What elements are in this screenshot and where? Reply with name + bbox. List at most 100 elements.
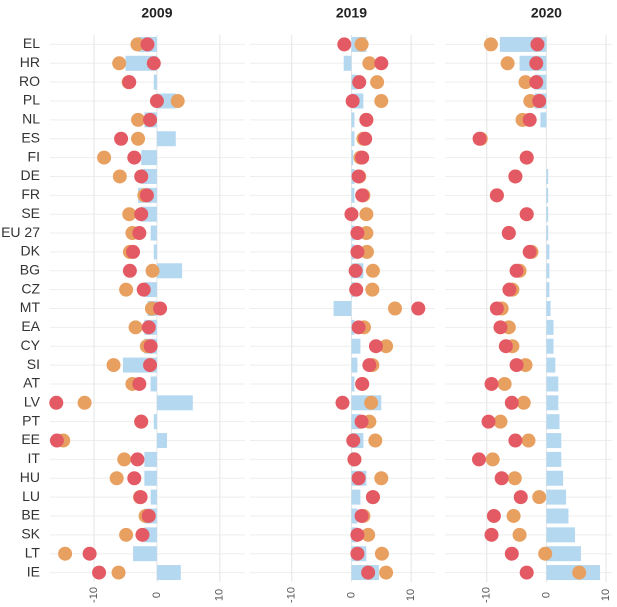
dot <box>139 188 154 203</box>
y-tick-label: SE <box>21 205 40 221</box>
dot <box>362 358 377 373</box>
bar <box>144 451 157 467</box>
y-tick-label: DE <box>21 167 40 183</box>
dot <box>112 56 127 71</box>
dot <box>122 75 137 90</box>
dot <box>572 565 587 580</box>
dot <box>132 226 147 241</box>
bar <box>546 244 550 260</box>
dot <box>134 207 149 222</box>
dot <box>483 37 498 52</box>
y-tick-label: MT <box>20 299 41 315</box>
dot <box>379 339 394 354</box>
dot <box>350 527 365 542</box>
dot <box>508 433 523 448</box>
y-tick-label: RO <box>19 73 40 89</box>
dot <box>512 527 527 542</box>
dot <box>507 471 522 486</box>
dot <box>471 452 486 467</box>
bar <box>546 225 549 241</box>
dot <box>374 471 389 486</box>
dot <box>49 433 64 448</box>
dot <box>522 112 537 127</box>
bar <box>153 414 157 430</box>
dot <box>97 150 112 165</box>
dot <box>145 263 160 278</box>
dot <box>355 188 370 203</box>
dot <box>374 546 389 561</box>
dot <box>354 37 369 52</box>
bar <box>351 131 355 147</box>
bar <box>156 263 183 279</box>
dot <box>508 169 523 184</box>
bar <box>546 546 581 562</box>
bar <box>150 376 157 392</box>
bar <box>153 74 157 90</box>
dot <box>497 376 512 391</box>
bar <box>150 225 157 241</box>
y-tick-label: PT <box>22 412 40 428</box>
dot <box>504 395 519 410</box>
dot <box>131 131 146 146</box>
dot <box>109 471 124 486</box>
dot <box>114 131 129 146</box>
bar <box>150 489 157 505</box>
dot <box>106 358 121 373</box>
panel-title: 2009 <box>141 5 172 21</box>
dot <box>489 301 504 316</box>
dot <box>141 320 156 335</box>
dot <box>82 546 97 561</box>
dot <box>128 320 143 335</box>
bar <box>351 112 355 128</box>
dot <box>143 339 158 354</box>
x-tick-label: -10 <box>88 587 100 603</box>
dot <box>502 282 517 297</box>
bar <box>540 112 547 128</box>
dot <box>374 94 389 109</box>
dot <box>335 395 350 410</box>
y-tick-label: AT <box>23 375 40 391</box>
y-tick-label: IE <box>27 563 40 579</box>
bar <box>546 508 569 524</box>
dot <box>532 490 547 505</box>
dot <box>352 75 367 90</box>
dot <box>368 433 383 448</box>
bar <box>546 301 551 316</box>
dot <box>58 546 73 561</box>
dot <box>350 226 365 241</box>
dot <box>122 207 137 222</box>
bar <box>156 433 167 449</box>
dot <box>350 244 365 259</box>
x-tick-label: -10 <box>286 587 298 603</box>
dot <box>529 75 544 90</box>
dot <box>509 263 524 278</box>
y-tick-label: HU <box>20 469 40 485</box>
dot <box>170 94 185 109</box>
bar <box>546 263 550 279</box>
y-tick-label: LV <box>24 394 41 410</box>
bar <box>546 282 550 298</box>
dot <box>519 565 534 580</box>
dot <box>146 56 161 71</box>
y-tick-label: LU <box>22 488 40 504</box>
bar <box>546 433 562 449</box>
dot <box>136 282 151 297</box>
y-tick-label: CZ <box>21 280 40 296</box>
dot <box>358 131 373 146</box>
y-tick-label: BE <box>21 507 40 523</box>
dot <box>134 169 149 184</box>
dot <box>361 565 376 580</box>
dot <box>49 395 64 410</box>
dot <box>365 263 380 278</box>
bar <box>351 376 355 392</box>
dot <box>153 301 168 316</box>
dot <box>486 508 501 523</box>
y-tick-label: HR <box>20 54 40 70</box>
bar <box>546 395 559 411</box>
bar <box>546 206 549 222</box>
y-tick-label: LT <box>25 544 41 560</box>
dot <box>354 414 369 429</box>
dot <box>513 490 528 505</box>
bar <box>343 55 352 71</box>
y-tick-label: SK <box>21 526 40 542</box>
